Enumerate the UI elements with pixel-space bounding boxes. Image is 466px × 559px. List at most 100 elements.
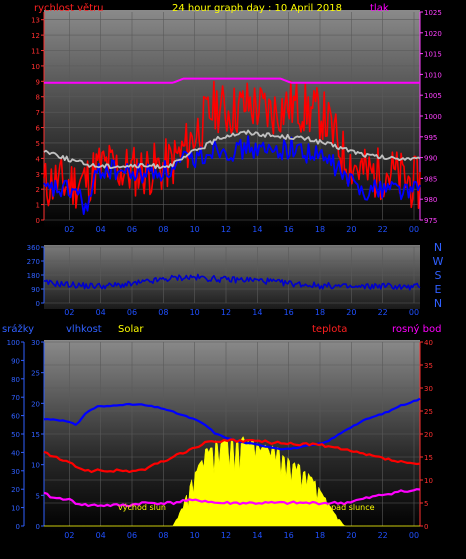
y-tick-label: 2 <box>36 186 40 194</box>
compass-label: N <box>434 297 442 310</box>
x-tick-label: 12 <box>221 225 231 234</box>
series-direction-line <box>43 273 421 291</box>
x-tick-label: 00 <box>409 308 419 317</box>
x-tick-label: 02 <box>64 531 74 540</box>
x-tick-label: 14 <box>252 531 262 540</box>
compass-label: E <box>435 283 442 296</box>
x-tick-label: 22 <box>378 308 388 317</box>
y-tick-label: 995 <box>424 134 437 142</box>
y-tick-label: 30 <box>424 385 433 393</box>
y-tick-label: 990 <box>424 155 437 163</box>
wind-speed-axis-title: rychlost větru <box>34 2 104 14</box>
rain-axis-title: srážky <box>2 323 34 335</box>
pressure-axis-title: tlak <box>370 3 389 14</box>
y-tick-label: 1005 <box>424 92 442 100</box>
x-tick-label: 04 <box>96 531 106 540</box>
y-tick-label: 20 <box>31 400 40 408</box>
x-tick-label: 06 <box>127 531 137 540</box>
x-tick-label: 18 <box>315 531 325 540</box>
x-tick-label: 02 <box>64 308 74 317</box>
solar-title: Solar <box>118 324 144 335</box>
rain-humidity-temp-chart: 02 04 06 08 10 12 14 16 18 20 22 000102030405060708… <box>7 339 433 540</box>
x-tick-label: 02 <box>64 225 74 234</box>
y-tick-label: 360 <box>27 244 40 252</box>
y-tick-label: 7 <box>36 109 40 117</box>
y-tick-label: 6 <box>36 125 41 133</box>
sunset-label: západ slunce <box>322 503 375 512</box>
y-tick-label: 25 <box>424 408 433 416</box>
y-tick-label: 90 <box>31 286 40 294</box>
y-tick-label: 0 <box>36 300 40 308</box>
y-tick-label: 11 <box>31 48 40 56</box>
y-tick-label: 13 <box>31 17 40 25</box>
x-tick-label: 04 <box>96 225 106 234</box>
y-tick-label: 1 <box>36 202 40 210</box>
x-tick-label: 12 <box>221 531 231 540</box>
x-tick-label: 22 <box>378 225 388 234</box>
x-tick-label: 06 <box>127 308 137 317</box>
x-tick-label: 16 <box>284 531 294 540</box>
y-tick-label: 40 <box>424 339 433 347</box>
y-tick-label: 1000 <box>424 113 442 121</box>
y-tick-label: 30 <box>31 339 40 347</box>
y-tick-label: 70 <box>11 394 20 402</box>
y-tick-label: 1020 <box>424 30 442 38</box>
y-tick-label: 25 <box>31 370 40 378</box>
y-tick-label: 1010 <box>424 71 442 79</box>
y-tick-label: 20 <box>424 431 433 439</box>
x-tick-label: 14 <box>252 225 262 234</box>
y-tick-label: 15 <box>424 454 433 462</box>
y-tick-label: 10 <box>424 477 433 485</box>
x-tick-label: 06 <box>127 225 137 234</box>
y-tick-label: 0 <box>36 217 40 225</box>
y-tick-label: 12 <box>31 32 40 40</box>
x-tick-label: 22 <box>378 531 388 540</box>
y-tick-label: 1015 <box>424 51 442 59</box>
y-tick-label: 35 <box>424 362 433 370</box>
y-tick-label: 100 <box>7 339 20 347</box>
x-tick-label: 20 <box>346 225 356 234</box>
y-tick-label: 980 <box>424 196 437 204</box>
y-tick-label: 10 <box>11 505 20 513</box>
series-average-line <box>43 129 421 170</box>
series-teplota-line <box>43 438 421 474</box>
series-speed-line <box>43 135 421 216</box>
x-tick-label: 18 <box>315 225 325 234</box>
x-tick-label: 14 <box>252 308 262 317</box>
x-tick-label: 04 <box>96 308 106 317</box>
y-tick-label: 40 <box>11 449 20 457</box>
chart-title: 24 hour graph day : 10 April 2018 <box>172 3 342 14</box>
y-tick-label: 270 <box>27 258 40 266</box>
y-tick-label: 15 <box>31 431 40 439</box>
dewpoint-axis-title: rosný bod <box>392 323 441 335</box>
y-tick-label: 80 <box>11 376 20 384</box>
x-tick-label: 16 <box>284 225 294 234</box>
x-tick-label: 10 <box>190 308 200 317</box>
x-tick-label: 08 <box>158 308 168 317</box>
y-tick-label: 975 <box>424 217 437 225</box>
y-tick-label: 50 <box>11 431 20 439</box>
series-gust-line <box>43 80 421 209</box>
y-tick-label: 0 <box>424 523 428 531</box>
y-tick-label: 985 <box>424 175 437 183</box>
x-tick-label: 12 <box>221 308 231 317</box>
y-tick-label: 10 <box>31 63 40 71</box>
x-tick-label: 08 <box>158 225 168 234</box>
y-tick-label: 3 <box>36 171 40 179</box>
y-tick-label: 5 <box>36 492 40 500</box>
x-tick-label: 00 <box>409 531 419 540</box>
wind-chart-background <box>44 10 420 228</box>
x-tick-label: 08 <box>158 531 168 540</box>
y-tick-label: 5 <box>36 140 40 148</box>
y-tick-label: 10 <box>31 462 40 470</box>
y-tick-label: 180 <box>27 272 40 280</box>
series-pressure-line <box>44 77 420 84</box>
wind-pressure-chart: 02 04 06 08 10 12 14 16 18 20 22 000123456789101112… <box>31 9 442 234</box>
x-tick-label: 10 <box>190 225 200 234</box>
y-tick-label: 30 <box>11 468 20 476</box>
x-tick-label: 10 <box>190 531 200 540</box>
x-tick-label: 16 <box>284 308 294 317</box>
temperature-axis-title: teplota <box>312 324 347 335</box>
